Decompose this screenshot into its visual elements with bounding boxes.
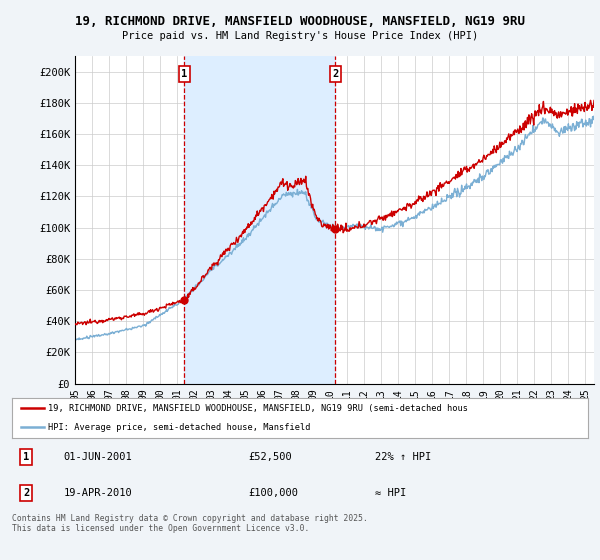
Text: 2: 2 — [332, 69, 338, 79]
Text: 22% ↑ HPI: 22% ↑ HPI — [375, 452, 431, 462]
Text: £52,500: £52,500 — [248, 452, 292, 462]
Text: 2: 2 — [23, 488, 29, 498]
Text: 01-JUN-2001: 01-JUN-2001 — [64, 452, 133, 462]
Text: £100,000: £100,000 — [248, 488, 298, 498]
Text: ≈ HPI: ≈ HPI — [375, 488, 406, 498]
Text: HPI: Average price, semi-detached house, Mansfield: HPI: Average price, semi-detached house,… — [48, 423, 311, 432]
Bar — [184, 56, 335, 384]
Text: 19, RICHMOND DRIVE, MANSFIELD WOODHOUSE, MANSFIELD, NG19 9RU: 19, RICHMOND DRIVE, MANSFIELD WOODHOUSE,… — [75, 15, 525, 27]
Text: Price paid vs. HM Land Registry's House Price Index (HPI): Price paid vs. HM Land Registry's House … — [122, 31, 478, 41]
Text: 19-APR-2010: 19-APR-2010 — [64, 488, 133, 498]
Text: 1: 1 — [23, 452, 29, 462]
Text: Contains HM Land Registry data © Crown copyright and database right 2025.
This d: Contains HM Land Registry data © Crown c… — [12, 514, 368, 534]
Text: 1: 1 — [181, 69, 187, 79]
Text: 19, RICHMOND DRIVE, MANSFIELD WOODHOUSE, MANSFIELD, NG19 9RU (semi-detached hous: 19, RICHMOND DRIVE, MANSFIELD WOODHOUSE,… — [48, 404, 468, 413]
